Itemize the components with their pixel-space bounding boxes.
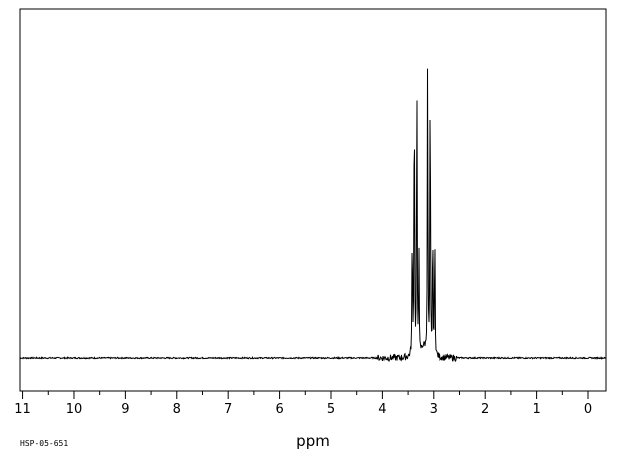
- x-tick-label: 2: [481, 402, 489, 417]
- x-tick-label: 4: [378, 402, 386, 417]
- x-tick-label: 1: [532, 402, 540, 417]
- x-tick-label: 9: [121, 402, 129, 417]
- x-tick-label: 10: [66, 402, 83, 417]
- x-tick-label: 7: [224, 402, 232, 417]
- x-tick-label: 0: [584, 402, 592, 417]
- spectrum-line: [19, 68, 607, 363]
- x-axis-ticks: [22, 391, 589, 399]
- plot-frame: [19, 8, 607, 392]
- x-tick-label: 8: [173, 402, 181, 417]
- x-tick-label: 11: [14, 402, 31, 417]
- x-tick-label: 5: [327, 402, 335, 417]
- x-tick-label: 3: [430, 402, 438, 417]
- x-tick-label: 6: [275, 402, 283, 417]
- x-axis-label: ppm: [296, 432, 330, 450]
- spectrum-code-label: HSP-05-651: [20, 439, 68, 448]
- x-axis-tick-labels: 11 10 9 8 7 6 5 4 3 2 1 0: [14, 402, 592, 417]
